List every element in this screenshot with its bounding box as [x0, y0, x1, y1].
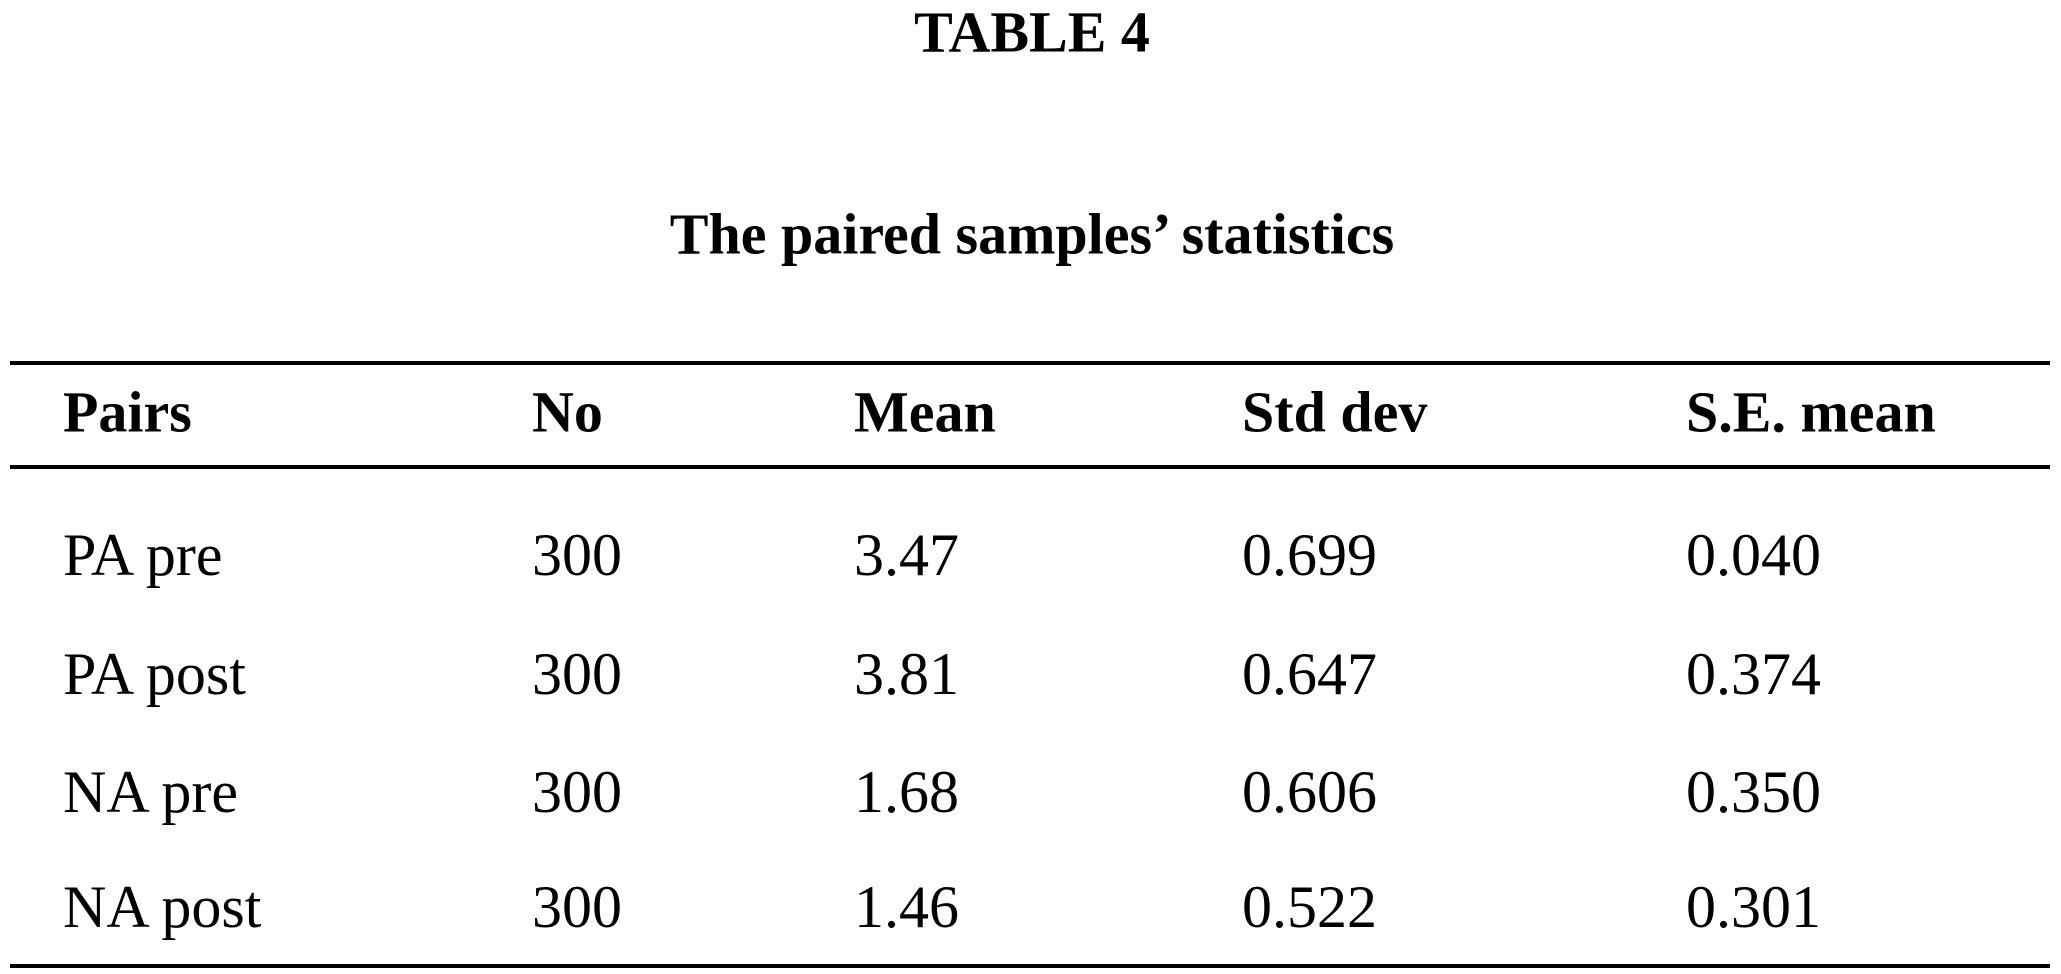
table-cell: 300 — [532, 641, 622, 707]
column-header: Mean — [854, 379, 996, 444]
column-header: No — [532, 379, 603, 444]
table-cell: 0.522 — [1242, 874, 1377, 940]
table-subtitle: The paired samples’ statistics — [670, 201, 1394, 266]
table-cell: NA post — [63, 874, 262, 940]
table-cell: 3.47 — [854, 522, 959, 588]
table-title: TABLE 4 — [914, 0, 1150, 64]
table-cell: 0.350 — [1686, 759, 1821, 825]
table-cell: 300 — [532, 522, 622, 588]
table-cell: 0.301 — [1686, 874, 1821, 940]
column-header: Pairs — [63, 379, 192, 444]
column-header: S.E. mean — [1686, 379, 1936, 444]
table-cell: PA post — [63, 641, 246, 707]
table-cell: 1.68 — [854, 759, 959, 825]
table-cell: 0.606 — [1242, 759, 1377, 825]
table-cell: 3.81 — [854, 641, 959, 707]
column-header: Std dev — [1242, 379, 1427, 444]
table-cell: 0.374 — [1686, 641, 1821, 707]
table-cell: 300 — [532, 759, 622, 825]
table-cell: 1.46 — [854, 874, 959, 940]
table-cell: 300 — [532, 874, 622, 940]
table-cell: 0.699 — [1242, 522, 1377, 588]
table-cell: 0.647 — [1242, 641, 1377, 707]
table-cell: NA pre — [63, 759, 238, 825]
table-cell: PA pre — [63, 522, 223, 588]
table-cell: 0.040 — [1686, 522, 1821, 588]
